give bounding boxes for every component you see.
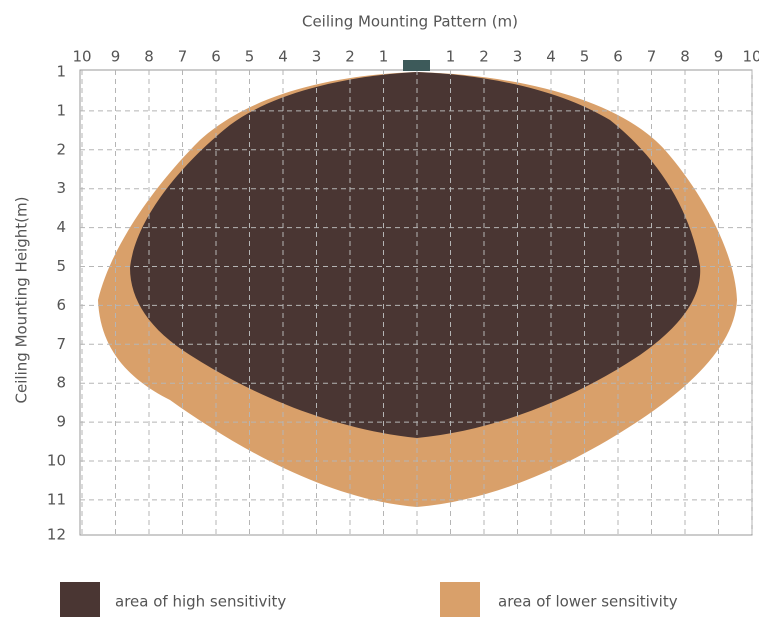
- x-tick-label: 5: [580, 48, 590, 66]
- y-tick-label: 10: [47, 452, 66, 470]
- sensor: [403, 60, 430, 71]
- x-tick-label: 8: [144, 48, 154, 66]
- x-tick-label: 1: [379, 48, 389, 66]
- legend-label: area of high sensitivity: [115, 593, 286, 611]
- y-axis-label: Ceiling Mounting Height(m): [13, 197, 31, 404]
- x-tick-label: 9: [111, 48, 121, 66]
- x-tick-label: 4: [278, 48, 288, 66]
- y-tick-label: 12: [47, 525, 66, 543]
- x-tick-label: 10: [742, 48, 759, 66]
- y-tick-label: 5: [56, 257, 66, 275]
- y-tick-label: 11: [47, 490, 66, 508]
- legend-swatch: [60, 582, 100, 617]
- grid-overlay: [80, 70, 753, 535]
- y-tick-label: 3: [56, 179, 66, 197]
- high-sensitivity-area: [130, 72, 701, 438]
- x-tick-label: 3: [513, 48, 523, 66]
- x-tick-label: 9: [714, 48, 724, 66]
- x-tick-label: 6: [211, 48, 221, 66]
- x-tick-label: 1: [446, 48, 456, 66]
- y-tick-label: 4: [56, 218, 66, 236]
- x-tick-label: 2: [479, 48, 489, 66]
- x-tick-label: 3: [312, 48, 322, 66]
- x-tick-label: 10: [72, 48, 91, 66]
- title: Ceiling Mounting Pattern (m): [302, 13, 518, 31]
- x-tick-label: 5: [245, 48, 255, 66]
- y-tick-label: 2: [56, 140, 66, 158]
- x-tick-label: 8: [680, 48, 690, 66]
- legend-label: area of lower sensitivity: [498, 593, 678, 611]
- y-tick-label: 7: [56, 335, 66, 353]
- x-tick-label: 7: [647, 48, 657, 66]
- y-tick-label: 1: [56, 63, 66, 81]
- x-tick-label: 7: [178, 48, 188, 66]
- x-tick-label: 6: [613, 48, 623, 66]
- y-tick-label: 9: [56, 413, 66, 431]
- x-tick-label: 4: [546, 48, 556, 66]
- y-tick-label: 6: [56, 296, 66, 314]
- legend-swatch: [440, 582, 480, 617]
- x-tick-label: 2: [345, 48, 355, 66]
- y-tick-label: 1: [56, 101, 66, 119]
- y-tick-label: 8: [56, 374, 66, 392]
